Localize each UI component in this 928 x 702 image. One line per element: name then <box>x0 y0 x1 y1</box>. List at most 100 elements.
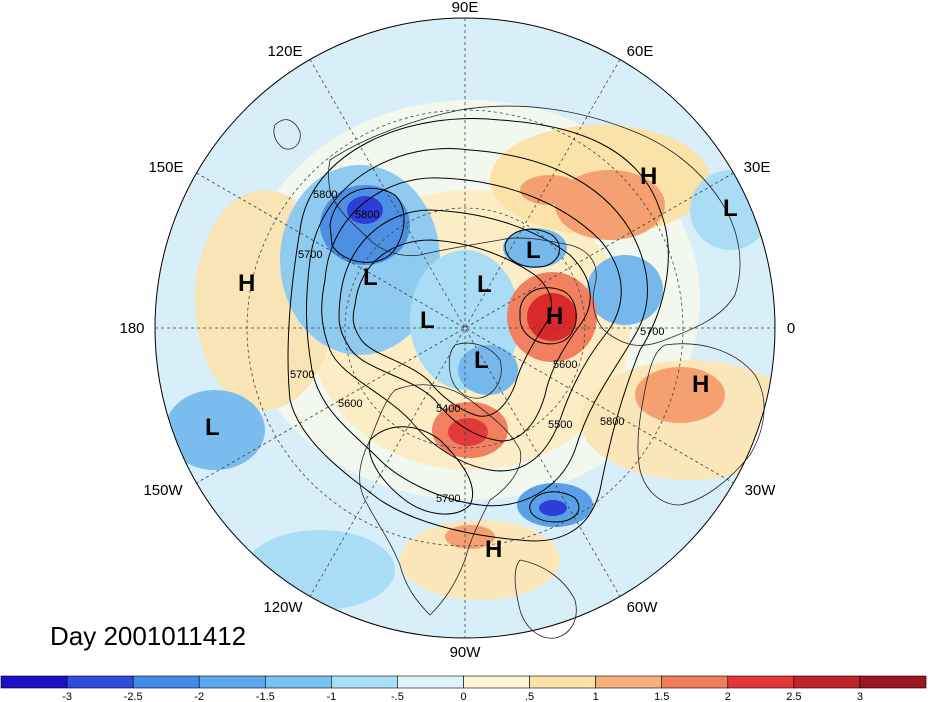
colorbar-swatch <box>264 675 332 689</box>
lon-label-60w: 60W <box>627 599 659 616</box>
negative-arctic-core <box>458 345 518 395</box>
contour-label-11: 5800 <box>355 209 379 221</box>
colorbar-tick-label: -1 <box>326 691 336 702</box>
graticule <box>154 17 776 639</box>
meridian-30e-150w <box>196 172 734 484</box>
colorbar-swatch <box>132 675 200 689</box>
lon-label-120w: 120W <box>263 599 303 616</box>
negative-pacific-south <box>245 530 395 610</box>
colorbar-swatch <box>859 675 927 689</box>
marker-low-north-pacific: L <box>205 414 220 441</box>
positive-eurasia-inner <box>520 175 580 205</box>
lon-label-0: 0 <box>787 320 795 337</box>
contour-label-2: 5700 <box>298 249 322 261</box>
contour-label-10: 5700 <box>640 326 664 338</box>
marker-low-siberia: L <box>363 264 378 291</box>
latitude-circle-60n <box>344 207 586 449</box>
coastline-north-america <box>359 384 522 616</box>
positive-africa <box>635 367 725 423</box>
negative-scandinavia <box>587 255 663 325</box>
colorbar-tick-label: -2 <box>194 691 204 702</box>
meridian-120e-60w <box>309 59 621 597</box>
colorbar-tick-label: -.5 <box>391 691 404 702</box>
contour-label-6: 5500 <box>548 419 572 431</box>
marker-high-africa: H <box>692 371 709 398</box>
lon-label-180: 180 <box>119 320 144 337</box>
colorbar-tick-label: 2.5 <box>786 691 801 702</box>
coastlines <box>273 105 765 639</box>
coastline-south-america <box>514 559 577 639</box>
contour-5800-outer <box>287 118 669 542</box>
negative-siberia-max <box>347 196 383 224</box>
contour-label-5: 5400 <box>436 403 460 415</box>
lon-label-90e: 90E <box>452 0 479 16</box>
marker-low-greenland: L <box>474 347 489 374</box>
negative-siberia-core <box>320 185 410 265</box>
contour-label-1: 5800 <box>313 189 337 201</box>
marker-high-barents: H <box>546 303 563 330</box>
contour-barents-high <box>519 287 577 345</box>
contour-gulf <box>368 426 474 515</box>
contour-label-3: 5700 <box>290 369 314 381</box>
contour-ural-low <box>504 228 560 268</box>
colorbar-tick-label: 1 <box>593 691 599 702</box>
colorbar-swatch <box>661 675 729 689</box>
contour-5400 <box>352 239 553 417</box>
contour-5600 <box>321 177 622 472</box>
height-contours <box>287 118 669 542</box>
lon-label-30w: 30W <box>745 482 777 499</box>
colorbar-swatch <box>463 675 530 689</box>
coastline-japan <box>273 119 301 150</box>
colorbar-swatch <box>331 675 398 689</box>
day-label: Day 2001011412 <box>50 621 246 651</box>
colorbar-swatch <box>793 675 861 689</box>
colorbar-swatch <box>397 675 464 689</box>
longitude-labels: 90E 60E 30E 0 30W 60W 90W 120W 150W 180 … <box>119 0 795 661</box>
contour-label-4: 5600 <box>338 398 362 410</box>
marker-high-caribbean: H <box>485 536 502 563</box>
colorbar-tick-label: -1.5 <box>256 691 275 702</box>
meridian-60e-120w <box>309 59 621 597</box>
lon-label-60e: 60E <box>627 43 654 60</box>
contour-label-9: 5800 <box>600 416 624 428</box>
marker-high-europe: H <box>640 163 657 190</box>
negative-north-pacific <box>165 390 265 470</box>
colorbar-swatch <box>727 675 795 689</box>
coastline-africa <box>637 343 765 506</box>
colorbar-swatch <box>66 675 134 689</box>
contour-label-7: 5600 <box>553 359 577 371</box>
marker-low-arctic-north: L <box>477 271 492 298</box>
colorbar-swatch <box>595 675 663 689</box>
colorbar-tick-label: 2 <box>725 691 731 702</box>
contour-siberia-low <box>329 187 405 263</box>
lon-label-90w: 90W <box>450 644 482 661</box>
pressure-markers: H L L H L L H L L H L H <box>205 163 738 563</box>
marker-low-arctic: L <box>420 307 435 334</box>
colorbar-swatch <box>0 675 68 689</box>
anomaly-shading <box>165 100 775 610</box>
contour-5500 <box>338 209 591 442</box>
colorbar-tick-label: 3 <box>857 691 863 702</box>
polar-map: 5800 5700 5700 5600 5400 5500 5600 5700 … <box>154 17 776 639</box>
lon-label-150e: 150E <box>148 159 183 176</box>
colorbar-tick-label: .5 <box>525 691 534 702</box>
contour-labels: 5800 5700 5700 5600 5400 5500 5600 5700 … <box>290 189 664 505</box>
coastline-greenland <box>448 342 502 399</box>
colorbar-swatch <box>529 675 596 689</box>
contour-label-8: 5700 <box>436 493 460 505</box>
contour-atlantic-low <box>529 491 580 523</box>
colorbar-tick-label: -3 <box>62 691 72 702</box>
meridian-150e-30w <box>196 172 734 484</box>
coastline-eurasia <box>328 105 741 346</box>
positive-barents-core <box>527 293 577 341</box>
marker-high-pacific: H <box>238 270 255 297</box>
lon-label-30e: 30E <box>744 159 771 176</box>
positive-canada-core <box>448 418 488 446</box>
colorbar-tick-label: 0 <box>460 691 466 702</box>
colorbar-tick-label: 1.5 <box>654 691 669 702</box>
colorbar-tick-label: -2.5 <box>124 691 143 702</box>
lon-label-150w: 150W <box>143 482 183 499</box>
lon-label-120e: 120E <box>267 43 302 60</box>
marker-low-north-africa: L <box>723 195 738 222</box>
